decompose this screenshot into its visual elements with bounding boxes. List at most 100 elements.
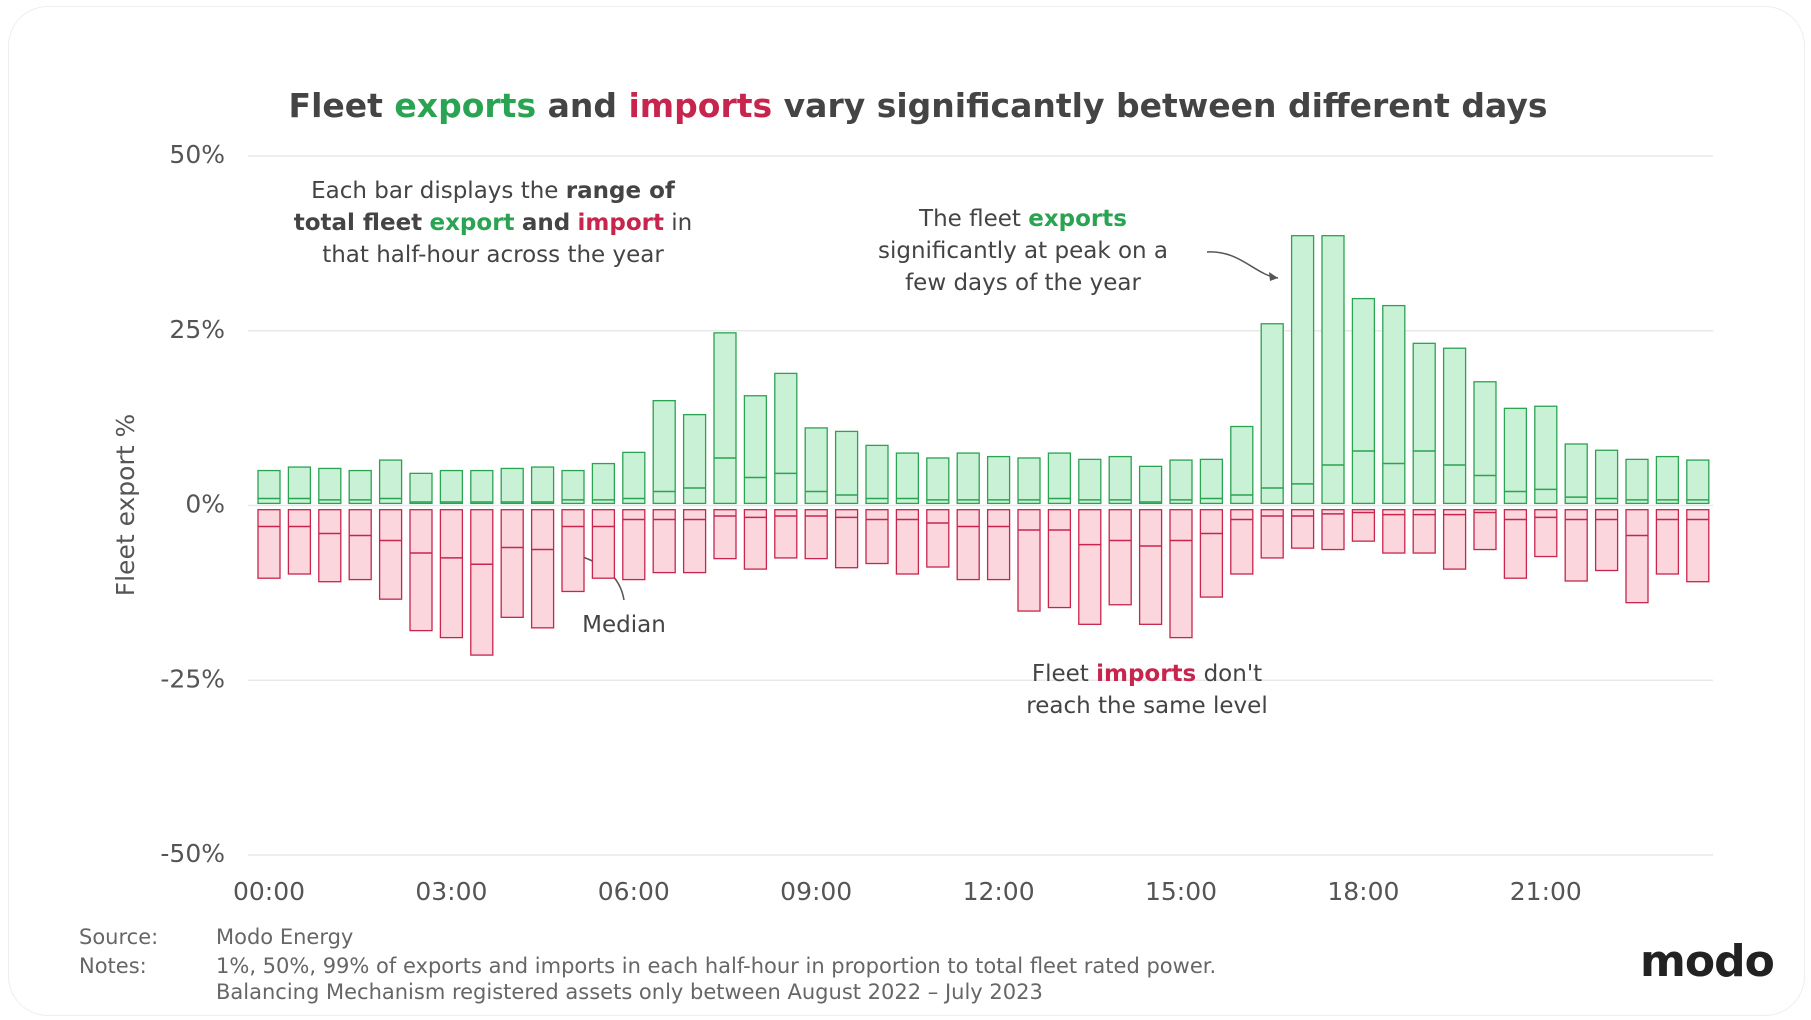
- range-bar: [986, 509, 1011, 581]
- range-bar: [1534, 405, 1558, 505]
- title-part: Fleet: [288, 86, 383, 125]
- range-bar: [1473, 381, 1497, 505]
- range-bar: [1169, 459, 1193, 505]
- range-bar: [470, 469, 494, 505]
- range-bar: [257, 469, 281, 505]
- range-bar: [895, 452, 920, 505]
- range-bar: [318, 467, 342, 505]
- annotation-text: reach the same level: [1026, 693, 1268, 719]
- annotation-text: imports: [1096, 661, 1197, 687]
- range-bar: [1351, 509, 1376, 542]
- x-tick-label: 09:00: [780, 877, 852, 906]
- range-bar: [865, 444, 889, 505]
- range-bar: [1290, 509, 1315, 549]
- range-bar: [926, 457, 950, 505]
- annotation: The fleet exports significantly at peak o…: [878, 203, 1168, 299]
- annotation-line: total fleet export and import in: [294, 207, 693, 239]
- annotation-line: The fleet exports: [878, 203, 1168, 235]
- note: 1%, 50%, 99% of exports and imports in e…: [216, 954, 1217, 978]
- annotation-text: total fleet: [293, 210, 423, 236]
- range-bar: [439, 469, 464, 505]
- range-bar: [591, 509, 616, 579]
- range-bar: [895, 509, 920, 575]
- range-bar: [804, 427, 828, 505]
- range-bar: [378, 509, 403, 600]
- annotation-line: Median: [582, 609, 666, 641]
- range-bar: [500, 467, 524, 505]
- annotation-text: Each bar displays the: [311, 178, 559, 204]
- title-part: imports: [628, 86, 773, 125]
- range-bar: [622, 451, 646, 505]
- range-bar: [1351, 297, 1376, 505]
- y-tick-label: -50%: [160, 839, 225, 868]
- x-tick-label: 21:00: [1510, 877, 1582, 906]
- range-bar: [1078, 509, 1102, 625]
- range-bar: [1321, 509, 1345, 551]
- annotation-text: don't: [1203, 661, 1263, 687]
- x-tick-label: 03:00: [415, 877, 487, 906]
- range-bar: [1442, 347, 1467, 505]
- annotation-text: range of: [565, 178, 675, 204]
- range-bar: [1594, 509, 1619, 572]
- range-bar: [743, 509, 768, 570]
- range-bar: [318, 509, 342, 583]
- y-tick-label: 50%: [169, 140, 225, 169]
- x-tick-label: 18:00: [1327, 877, 1399, 906]
- range-bar: [348, 509, 372, 581]
- range-bar: [470, 509, 494, 656]
- range-bar: [1382, 304, 1406, 505]
- range-bar: [1442, 509, 1467, 570]
- annotation-text: few days of the year: [905, 270, 1141, 296]
- arrow-head: [1269, 272, 1278, 281]
- source: Modo Energy: [216, 925, 354, 949]
- annotation-line: Fleet imports don't: [1026, 658, 1267, 690]
- range-bar: [1503, 509, 1528, 579]
- range-bar: [774, 372, 798, 505]
- annotation-text: exports: [1028, 206, 1127, 232]
- x-tick-label: 06:00: [598, 877, 670, 906]
- range-bar: [1564, 443, 1588, 505]
- range-bar: [682, 413, 707, 505]
- range-bar: [926, 509, 950, 568]
- source-label: Source:: [79, 925, 159, 949]
- range-bar: [1169, 509, 1193, 639]
- range-bar: [1199, 458, 1224, 505]
- range-bar: [1564, 509, 1588, 582]
- annotation: Median: [582, 609, 666, 641]
- range-bar: [1655, 455, 1680, 505]
- range-bar: [682, 509, 707, 574]
- range-bar: [1382, 509, 1406, 554]
- annotation-text: The fleet: [919, 206, 1021, 232]
- annotation-line: few days of the year: [878, 267, 1168, 299]
- range-bar: [1594, 449, 1619, 505]
- annotation: Fleet imports don't reach the same level: [1026, 658, 1267, 722]
- annotation-text: and: [521, 210, 571, 236]
- range-bar: [530, 509, 555, 629]
- range-bar: [530, 466, 555, 505]
- range-bar: [713, 332, 737, 505]
- range-bar: [561, 509, 585, 593]
- range-bar: [1412, 342, 1436, 505]
- range-bar: [1534, 509, 1558, 558]
- range-bar: [287, 509, 312, 575]
- y-axis-label: Fleet export %: [111, 414, 140, 597]
- y-tick-label: -25%: [160, 664, 225, 693]
- range-bar: [652, 399, 676, 505]
- range-bar: [1625, 509, 1649, 604]
- range-bar: [1290, 235, 1315, 505]
- range-bar: [622, 509, 646, 581]
- range-bar: [1108, 455, 1132, 505]
- range-bar: [652, 509, 676, 574]
- range-bar: [774, 509, 798, 559]
- range-bar: [1078, 458, 1102, 505]
- title-part: vary significantly between different day…: [783, 86, 1548, 125]
- range-bar: [986, 455, 1011, 505]
- range-bar: [378, 459, 403, 505]
- logo: modo: [1640, 936, 1775, 987]
- range-bar: [1686, 509, 1710, 583]
- note: Balancing Mechanism registered assets on…: [216, 980, 1043, 1004]
- range-bar: [865, 509, 889, 565]
- range-bar: [1199, 509, 1224, 598]
- range-bar: [1503, 407, 1528, 505]
